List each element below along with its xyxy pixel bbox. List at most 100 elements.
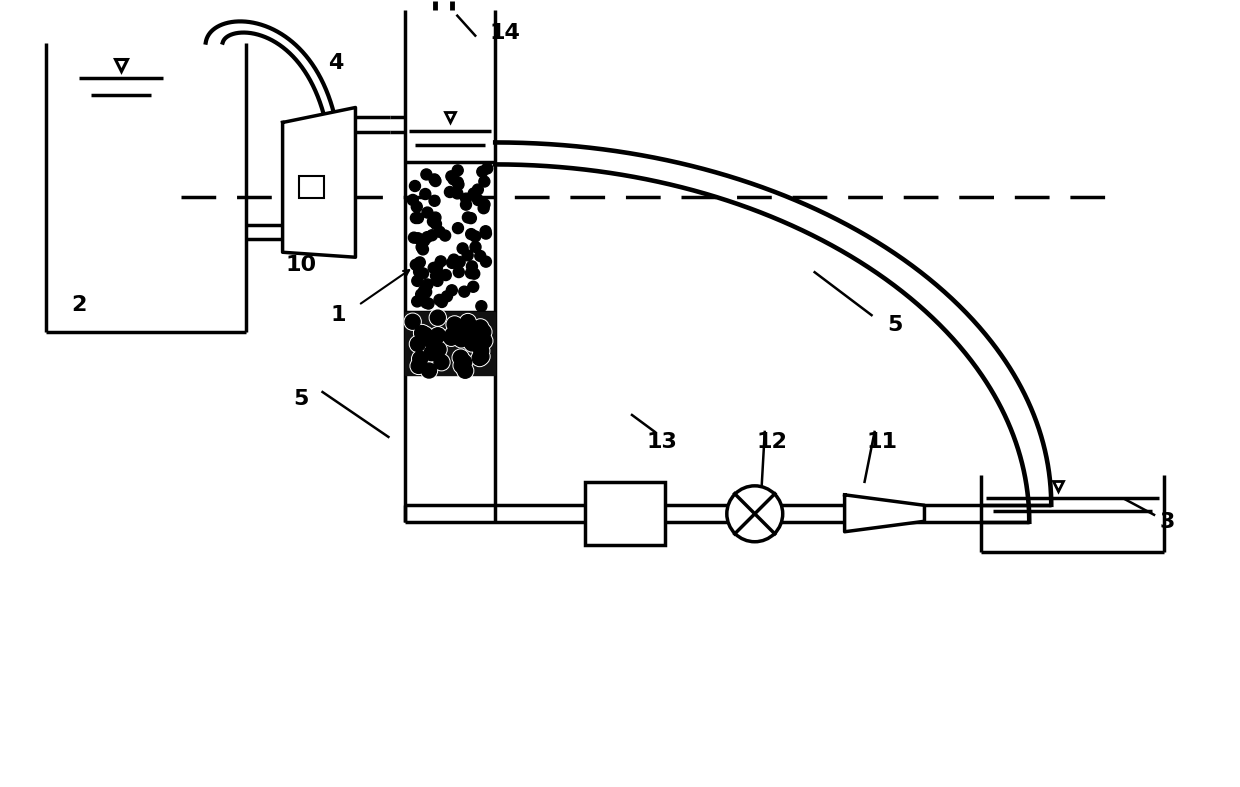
Circle shape (449, 254, 459, 265)
Circle shape (475, 250, 486, 261)
Polygon shape (283, 108, 356, 257)
Circle shape (460, 199, 471, 210)
Circle shape (434, 355, 449, 370)
Circle shape (472, 184, 484, 195)
Circle shape (479, 203, 489, 214)
Circle shape (404, 313, 422, 331)
Circle shape (471, 349, 489, 367)
Circle shape (453, 350, 469, 365)
Circle shape (453, 177, 464, 188)
Circle shape (446, 285, 458, 296)
Circle shape (440, 230, 450, 241)
Circle shape (410, 337, 425, 352)
Circle shape (422, 279, 433, 290)
Polygon shape (844, 495, 925, 532)
Circle shape (434, 294, 445, 305)
Circle shape (480, 257, 491, 267)
Circle shape (414, 324, 430, 342)
Text: 12: 12 (756, 432, 787, 452)
Circle shape (465, 268, 476, 279)
Circle shape (441, 291, 453, 301)
Circle shape (428, 216, 439, 227)
Circle shape (465, 212, 476, 224)
Circle shape (469, 188, 479, 199)
Circle shape (467, 281, 479, 292)
Circle shape (435, 269, 445, 280)
Circle shape (453, 349, 469, 366)
Circle shape (412, 358, 427, 373)
Circle shape (444, 187, 455, 198)
Circle shape (480, 226, 491, 237)
Circle shape (413, 212, 424, 224)
Circle shape (418, 327, 433, 342)
Circle shape (414, 326, 429, 341)
Circle shape (464, 335, 481, 352)
Circle shape (446, 257, 458, 268)
Circle shape (407, 194, 418, 205)
Circle shape (456, 355, 471, 370)
Circle shape (474, 349, 489, 364)
Text: 13: 13 (646, 432, 677, 452)
Circle shape (454, 257, 465, 268)
Circle shape (412, 350, 429, 368)
Circle shape (445, 327, 460, 342)
Circle shape (418, 268, 429, 279)
Circle shape (417, 326, 434, 343)
Circle shape (470, 231, 481, 242)
Text: 4: 4 (327, 53, 343, 72)
Circle shape (427, 230, 438, 241)
Circle shape (454, 332, 469, 347)
Circle shape (466, 327, 484, 344)
Circle shape (465, 336, 480, 351)
Circle shape (476, 301, 487, 312)
Circle shape (474, 329, 489, 344)
Circle shape (414, 266, 424, 277)
Circle shape (476, 332, 492, 349)
Circle shape (435, 256, 446, 267)
Circle shape (448, 317, 463, 332)
Circle shape (453, 179, 464, 190)
Circle shape (414, 257, 425, 268)
Circle shape (432, 261, 443, 272)
Circle shape (423, 298, 434, 309)
Circle shape (422, 231, 433, 242)
Circle shape (420, 297, 432, 309)
Circle shape (458, 243, 469, 254)
Circle shape (422, 363, 436, 378)
Circle shape (420, 169, 432, 180)
Circle shape (420, 286, 432, 297)
Circle shape (469, 268, 480, 279)
Bar (405, 312, 495, 375)
Circle shape (446, 316, 463, 333)
Circle shape (454, 358, 469, 373)
Circle shape (475, 323, 492, 341)
Circle shape (424, 345, 439, 360)
Circle shape (430, 327, 445, 342)
Circle shape (477, 166, 487, 177)
Circle shape (420, 362, 438, 379)
Circle shape (456, 362, 474, 379)
Circle shape (410, 357, 427, 375)
Circle shape (415, 289, 427, 300)
Circle shape (428, 262, 439, 273)
Circle shape (448, 174, 459, 185)
Circle shape (419, 285, 430, 296)
Circle shape (479, 199, 490, 210)
Text: 3: 3 (1159, 512, 1174, 532)
Text: 1: 1 (331, 305, 346, 325)
Circle shape (463, 250, 474, 260)
Circle shape (429, 309, 446, 326)
Bar (585, 482, 665, 545)
Circle shape (466, 260, 477, 272)
Circle shape (430, 219, 441, 230)
Circle shape (446, 171, 456, 182)
Circle shape (472, 194, 484, 205)
Circle shape (463, 212, 474, 223)
Circle shape (423, 332, 438, 347)
Circle shape (412, 275, 423, 286)
Circle shape (472, 350, 487, 365)
Circle shape (472, 328, 490, 345)
Circle shape (408, 232, 419, 243)
Circle shape (405, 314, 420, 329)
Circle shape (413, 351, 428, 366)
